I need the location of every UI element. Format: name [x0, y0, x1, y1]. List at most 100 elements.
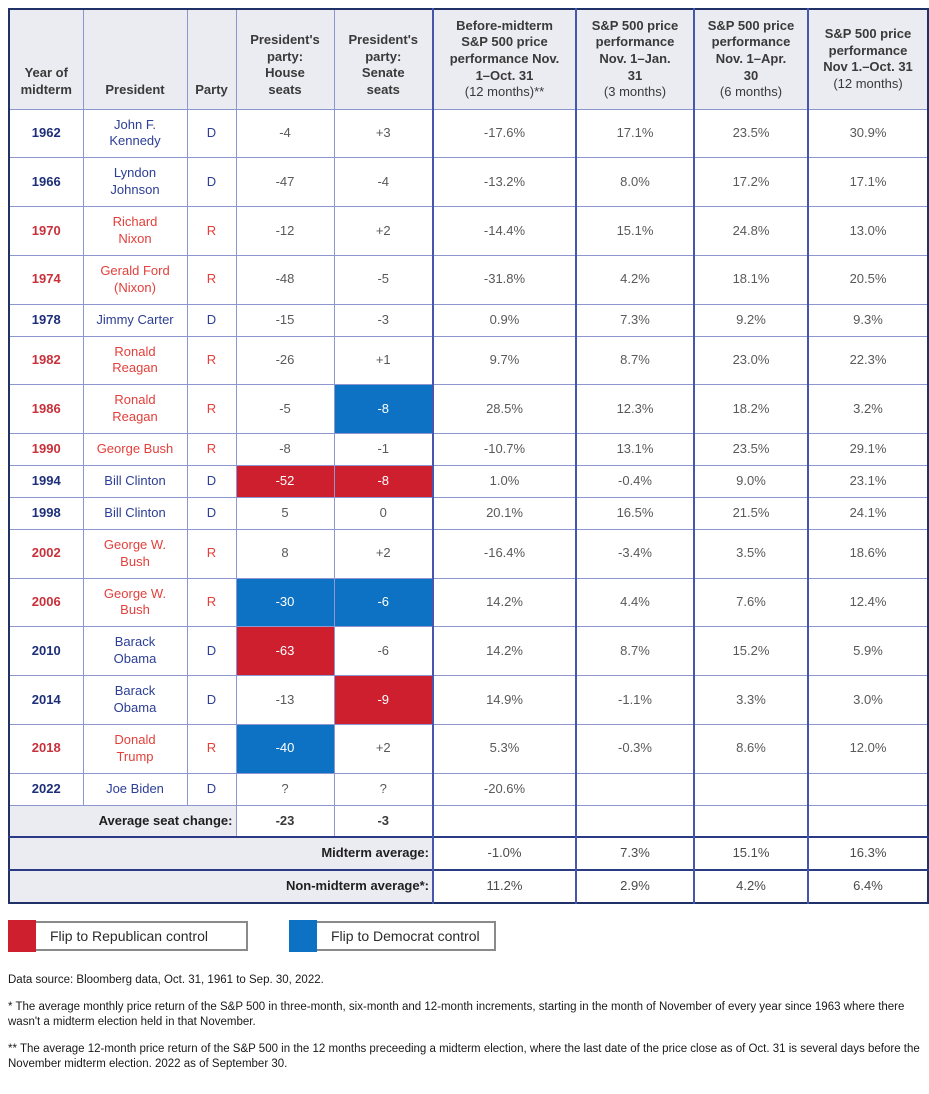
table-row: 1982 Ronald Reagan R -26 +1 9.7% 8.7% 23.0% 22.3… [8, 335, 929, 386]
year-cell: 1974 [8, 254, 84, 305]
sp-before-midterm-cell: 28.5% [432, 384, 577, 435]
senate-seats-cell: -8 [333, 384, 434, 435]
house-seats-cell: -48 [235, 254, 335, 305]
sp-12mo-cell: 29.1% [807, 433, 929, 466]
sp-6mo-cell: 23.5% [693, 108, 809, 159]
house-seats-cell: -5 [235, 384, 335, 435]
average-house-seat-change: -23 [235, 804, 335, 838]
table-row: 1970 Richard Nixon R -12 +2 -14.4% 15.1% 24.8% 1… [8, 206, 929, 256]
sp-before-midterm-cell: 5.3% [432, 723, 577, 774]
col-header-house-seats: President's party: House seats [235, 8, 335, 110]
table-row: 2006 George W. Bush R -30 -6 14.2% 4.4% 7.6% 12.… [8, 577, 929, 628]
col-header-sp-before-midterm-label: Before-midterm S&P 500 price performance… [449, 17, 560, 83]
year-cell: 1962 [8, 108, 84, 159]
non-midterm-average-row: Non-midterm average*: 11.2% 2.9% 4.2% 6.… [8, 869, 929, 904]
non-midterm-average-value: 6.4% [807, 869, 929, 904]
sp-6mo-cell: 9.0% [693, 464, 809, 498]
house-seats-cell: -13 [235, 675, 335, 725]
house-seats-cell: -8 [235, 433, 335, 466]
sp-before-midterm-cell: 14.2% [432, 626, 577, 677]
sp-6mo-cell: 17.2% [693, 157, 809, 208]
president-cell: John F. Kennedy [82, 108, 188, 159]
president-cell: Ronald Reagan [82, 384, 188, 435]
year-cell: 2006 [8, 577, 84, 628]
sp-3mo-cell: 16.5% [575, 496, 695, 530]
sp-12mo-cell: 30.9% [807, 108, 929, 159]
sp-before-midterm-cell: 0.9% [432, 303, 577, 337]
sp-12mo-cell [807, 772, 929, 806]
col-header-sp-3mo: S&P 500 price performance Nov. 1–Jan. 31… [575, 8, 695, 110]
party-cell: R [186, 384, 237, 435]
sp-before-midterm-cell: -13.2% [432, 157, 577, 208]
president-cell: George Bush [82, 433, 188, 466]
col-header-party-label: Party [195, 81, 228, 97]
president-cell: Bill Clinton [82, 496, 188, 530]
sp-3mo-cell: -0.4% [575, 464, 695, 498]
president-cell: Joe Biden [82, 772, 188, 806]
legend-item-republican-flip: Flip to Republican control [8, 920, 248, 953]
col-header-sp-before-midterm-sub: (12 months)** [464, 84, 545, 100]
col-header-sp-before-midterm: Before-midterm S&P 500 price performance… [432, 8, 577, 110]
sp-6mo-cell: 18.1% [693, 254, 809, 305]
senate-seats-cell: +3 [333, 108, 434, 159]
sp-3mo-cell: 15.1% [575, 206, 695, 256]
senate-seats-cell: -1 [333, 433, 434, 466]
col-header-sp-12mo-label: S&P 500 price performance Nov 1.–Oct. 31 [823, 26, 913, 75]
col-header-sp-3mo-label: S&P 500 price performance Nov. 1–Jan. 31 [591, 17, 679, 83]
year-cell: 1998 [8, 496, 84, 530]
year-cell: 1966 [8, 157, 84, 208]
sp-12mo-cell: 5.9% [807, 626, 929, 677]
sp-6mo-cell: 7.6% [693, 577, 809, 628]
footnote-one: * The average monthly price return of th… [8, 1000, 905, 1029]
president-cell: Jimmy Carter [82, 303, 188, 337]
sp-6mo-cell: 21.5% [693, 496, 809, 530]
table-row: 2010 Barack Obama D -63 -6 14.2% 8.7% 15.2% 5.9% [8, 626, 929, 677]
sp-before-midterm-cell: 14.9% [432, 675, 577, 725]
house-seats-cell: -47 [235, 157, 335, 208]
president-cell: George W. Bush [82, 577, 188, 628]
sp-3mo-cell [575, 772, 695, 806]
average-senate-seat-change: -3 [333, 804, 434, 838]
legend-label: Flip to Republican control [50, 928, 208, 945]
sp-12mo-cell: 13.0% [807, 206, 929, 256]
col-header-sp-6mo: S&P 500 price performance Nov. 1–Apr. 30… [693, 8, 809, 110]
party-cell: R [186, 528, 237, 579]
president-cell: Richard Nixon [82, 206, 188, 256]
sp-12mo-cell: 12.0% [807, 723, 929, 774]
sp-6mo-cell: 9.2% [693, 303, 809, 337]
midterm-average-value: 16.3% [807, 836, 929, 871]
president-cell: Donald Trump [82, 723, 188, 774]
col-header-president-label: President [105, 81, 165, 97]
legend-label: Flip to Democrat control [331, 928, 480, 945]
president-cell: Lyndon Johnson [82, 157, 188, 208]
senate-seats-cell: -6 [333, 577, 434, 628]
table-row: 1994 Bill Clinton D -52 -8 1.0% -0.4% 9.0% 23.1% [8, 464, 929, 498]
year-cell: 1986 [8, 384, 84, 435]
party-cell: D [186, 496, 237, 530]
senate-seats-cell: -9 [333, 675, 434, 725]
table-row: 1974 Gerald Ford (Nixon) R -48 -5 -31.8% 4.2% 1… [8, 254, 929, 305]
empty-cell [432, 804, 577, 838]
empty-cell [575, 804, 695, 838]
sp-before-midterm-cell: -14.4% [432, 206, 577, 256]
party-cell: D [186, 675, 237, 725]
year-cell: 1970 [8, 206, 84, 256]
house-seats-cell: -30 [235, 577, 335, 628]
house-seats-cell: 8 [235, 528, 335, 579]
party-cell: D [186, 464, 237, 498]
sp-3mo-cell: 12.3% [575, 384, 695, 435]
midterm-sp500-table: Year of midterm President Party Presiden… [8, 8, 929, 905]
col-header-sp-3mo-sub: (3 months) [603, 84, 667, 100]
year-cell: 2010 [8, 626, 84, 677]
sp-12mo-cell: 18.6% [807, 528, 929, 579]
party-cell: D [186, 772, 237, 806]
table-row: 1990 George Bush R -8 -1 -10.7% 13.1% 23.5% 29.1… [8, 433, 929, 466]
party-cell: D [186, 303, 237, 337]
senate-seats-cell: -4 [333, 157, 434, 208]
democrat-flip-swatch [289, 920, 317, 953]
data-source-note: Data source: Bloomberg data, Oct. 31, 19… [8, 974, 324, 987]
sp-12mo-cell: 23.1% [807, 464, 929, 498]
col-header-year: Year of midterm [8, 8, 84, 110]
party-cell: R [186, 254, 237, 305]
